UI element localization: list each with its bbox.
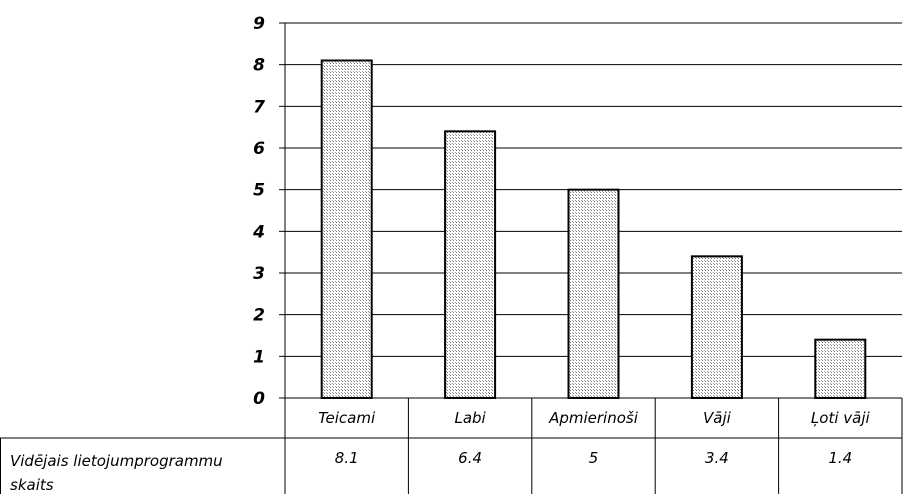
y-tick-label: 3 <box>253 264 265 284</box>
data-value-label: 6.4 <box>458 449 482 467</box>
y-tick-label: 4 <box>252 222 265 242</box>
y-tick-label: 0 <box>253 389 265 409</box>
y-axis: 0 1 2 3 4 5 6 7 8 9 <box>252 14 286 409</box>
category-label: Ļoti vāji <box>811 409 871 427</box>
y-tick-label: 7 <box>253 97 265 117</box>
data-value-label: 1.4 <box>828 449 852 467</box>
table-row-label-line-1: Vidējais lietojumprogrammu <box>10 452 223 470</box>
y-tick-label: 2 <box>253 306 265 326</box>
bar <box>444 130 497 399</box>
bars <box>320 59 867 400</box>
y-tick-label: 8 <box>253 56 265 76</box>
bar <box>320 59 373 399</box>
bar <box>814 338 867 399</box>
category-label: Vāji <box>703 409 732 427</box>
category-label: Teicami <box>318 409 376 427</box>
y-tick-label: 1 <box>253 347 265 367</box>
y-tick-label: 5 <box>253 181 265 201</box>
data-value-label: 8.1 <box>335 449 359 467</box>
data-value-label: 3.4 <box>705 449 729 467</box>
bar <box>690 255 743 400</box>
category-label: Labi <box>454 409 486 427</box>
y-tick-label: 6 <box>253 139 265 159</box>
table-row-label-line-2: skaits <box>10 476 54 494</box>
data-value-label: 5 <box>589 449 599 467</box>
data-table: Vidējais lietojumprogrammu skaits Teicam… <box>0 397 903 494</box>
bar <box>567 188 620 399</box>
category-label: Apmierinoši <box>548 409 639 427</box>
y-tick-label: 9 <box>253 14 265 34</box>
